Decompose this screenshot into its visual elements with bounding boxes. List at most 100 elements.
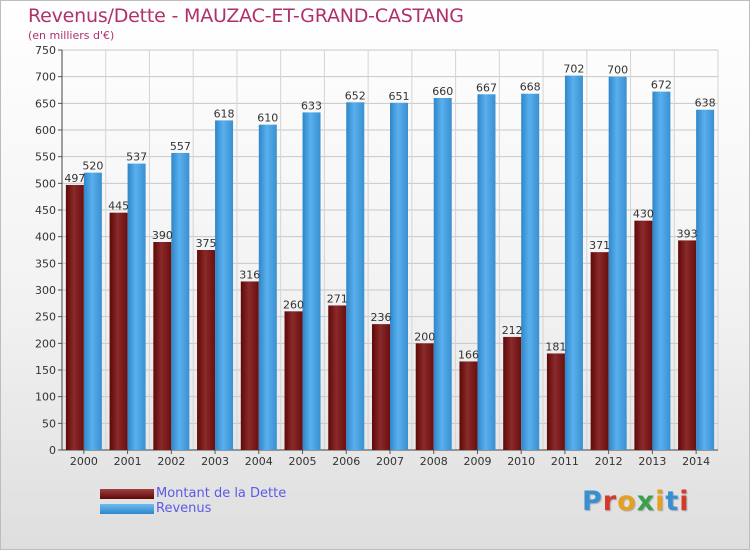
- bar-revenus: [433, 98, 452, 450]
- data-label-dette: 212: [502, 324, 523, 337]
- x-tick-label: 2010: [507, 455, 535, 468]
- x-tick-label: 2001: [114, 455, 142, 468]
- x-tick-label: 2000: [70, 455, 98, 468]
- data-label-revenus: 702: [563, 63, 584, 76]
- y-tick-label: 550: [35, 151, 56, 164]
- data-label-revenus: 652: [345, 89, 366, 102]
- data-label-revenus: 633: [301, 99, 322, 112]
- bar-dette: [372, 324, 390, 450]
- bar-revenus: [171, 152, 190, 450]
- bar-revenus: [302, 112, 321, 451]
- data-label-revenus: 557: [170, 140, 191, 153]
- bar-revenus: [215, 120, 234, 451]
- bar-dette: [459, 361, 478, 450]
- legend-label-revenus: Revenus: [156, 501, 212, 516]
- bar-dette: [678, 240, 697, 450]
- data-label-dette: 236: [371, 311, 392, 324]
- data-label-dette: 271: [327, 292, 348, 305]
- x-tick-label: 2006: [332, 455, 360, 468]
- x-tick-label: 2005: [289, 455, 317, 468]
- data-label-dette: 497: [64, 172, 85, 185]
- data-label-revenus: 668: [520, 81, 541, 94]
- data-label-revenus: 520: [82, 160, 103, 173]
- y-tick-label: 150: [35, 364, 56, 377]
- bar-revenus: [608, 76, 627, 451]
- legend-swatch-dette: [100, 489, 154, 499]
- bar-dette: [415, 343, 434, 450]
- bar-dette: [109, 212, 128, 450]
- data-label-dette: 393: [677, 227, 698, 240]
- y-tick-label: 100: [35, 391, 56, 404]
- y-tick-label: 0: [49, 444, 56, 457]
- data-label-revenus: 667: [476, 81, 497, 94]
- bar-dette: [284, 311, 303, 450]
- data-label-dette: 445: [108, 200, 129, 213]
- data-label-dette: 316: [239, 268, 260, 281]
- legend-swatch-revenus: [100, 504, 154, 514]
- x-tick-label: 2004: [245, 455, 273, 468]
- bars: [65, 75, 715, 451]
- x-tick-label: 2014: [682, 455, 710, 468]
- data-label-revenus: 610: [257, 112, 278, 125]
- bar-dette: [503, 336, 522, 450]
- legend-label-dette: Montant de la Dette: [156, 486, 287, 501]
- chart-title: Revenus/Dette - MAUZAC-ET-GRAND-CASTANG: [28, 5, 464, 27]
- bar-revenus: [521, 93, 540, 450]
- bar-dette: [634, 220, 653, 450]
- bar-dette: [240, 281, 259, 450]
- data-label-revenus: 700: [607, 64, 628, 77]
- x-tick-label: 2002: [157, 455, 185, 468]
- bar-dette: [197, 250, 216, 450]
- x-tick-label: 2011: [551, 455, 579, 468]
- bar-revenus: [652, 91, 671, 450]
- data-label-dette: 430: [633, 208, 654, 221]
- y-tick-label: 300: [35, 284, 56, 297]
- y-tick-label: 700: [35, 71, 56, 84]
- data-label-revenus: 537: [126, 151, 147, 164]
- data-label-revenus: 638: [695, 97, 716, 110]
- y-tick-label: 450: [35, 204, 56, 217]
- data-label-dette: 200: [414, 330, 435, 343]
- bar-revenus: [696, 109, 715, 450]
- bar-revenus: [564, 75, 583, 450]
- proxiti-logo: Proxiti: [582, 486, 690, 517]
- chart-subtitle: (en milliers d'€): [28, 29, 115, 42]
- data-label-dette: 260: [283, 298, 304, 311]
- x-tick-label: 2008: [420, 455, 448, 468]
- bar-dette: [328, 305, 347, 450]
- bar-revenus: [127, 163, 146, 450]
- bar-revenus: [477, 94, 496, 451]
- y-tick-label: 50: [42, 417, 56, 430]
- y-tick-label: 250: [35, 311, 56, 324]
- y-tick-label: 500: [35, 177, 56, 190]
- data-label-revenus: 660: [432, 85, 453, 98]
- x-tick-label: 2012: [595, 455, 623, 468]
- x-tick-label: 2007: [376, 455, 404, 468]
- bar-dette: [153, 242, 172, 450]
- x-tick-label: 2003: [201, 455, 229, 468]
- bar-revenus: [346, 102, 365, 451]
- x-tick-label: 2009: [463, 455, 491, 468]
- data-label-revenus: 672: [651, 79, 672, 92]
- y-tick-label: 400: [35, 231, 56, 244]
- x-tick-label: 2013: [638, 455, 666, 468]
- y-tick-label: 650: [35, 97, 56, 110]
- y-tick-label: 350: [35, 257, 56, 270]
- data-label-dette: 390: [152, 229, 173, 242]
- bar-dette: [65, 184, 84, 450]
- data-label-dette: 375: [196, 237, 217, 250]
- data-label-dette: 166: [458, 348, 479, 361]
- data-label-dette: 371: [589, 239, 610, 252]
- data-label-dette: 181: [545, 340, 566, 353]
- bar-revenus: [83, 172, 102, 450]
- data-label-revenus: 618: [214, 107, 235, 120]
- y-tick-label: 750: [35, 44, 56, 57]
- bar-revenus: [258, 124, 277, 451]
- data-label-revenus: 651: [389, 90, 410, 103]
- bar-revenus: [390, 102, 408, 451]
- axes: 0 50 100 150 200 250 300 350 400 450 500 550 600 650 7…: [35, 44, 718, 468]
- y-tick-label: 600: [35, 124, 56, 137]
- bar-dette: [546, 353, 565, 450]
